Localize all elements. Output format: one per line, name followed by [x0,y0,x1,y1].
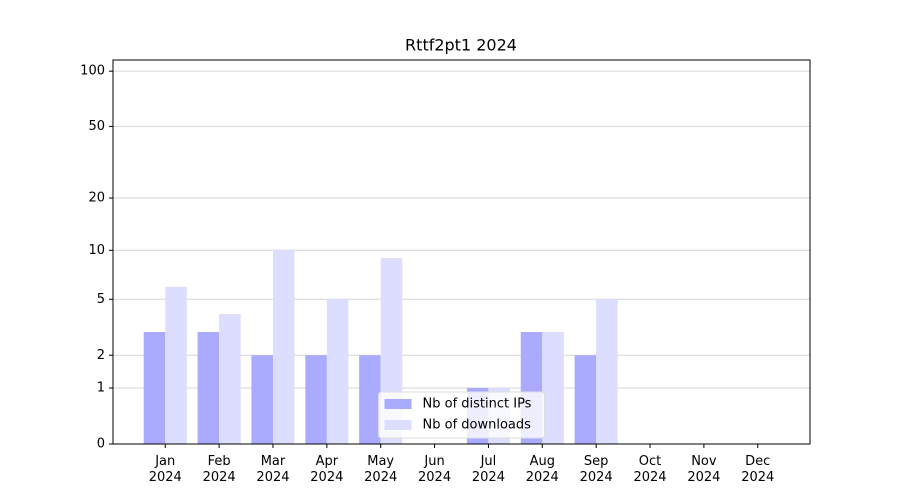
x-tick-label: Sep 2024 [580,454,613,485]
y-tick-label: 10 [88,243,105,258]
x-tick-label: Jun 2024 [418,454,451,485]
bar [143,332,166,444]
x-tick-label: Apr 2024 [310,454,343,485]
legend-swatch [384,399,412,409]
x-tick-label: May 2024 [364,454,397,485]
bar [197,332,220,444]
x-tick-label: Mar 2024 [256,454,289,485]
bar [165,286,187,444]
y-tick-label: 5 [97,292,105,307]
bar [596,299,618,444]
bar [251,355,273,444]
bar [305,355,327,444]
x-tick-label: Feb 2024 [203,454,236,485]
bar [326,299,349,444]
y-tick-label: 50 [88,119,105,134]
x-tick-label: Oct 2024 [633,454,666,485]
chart-title: Rttf2pt1 2024 [405,36,517,55]
bar [359,355,381,444]
legend-label: Nb of distinct IPs [423,397,532,412]
x-tick-label: Dec 2024 [741,454,774,485]
y-tick-label: 20 [88,191,105,206]
y-tick-label: 2 [97,348,105,363]
y-tick-label: 0 [97,437,105,452]
bar [574,355,597,444]
legend-swatch [384,420,412,430]
bar [542,332,564,444]
bar [219,313,241,444]
x-tick-label: Aug 2024 [526,454,559,485]
plot-frame [112,59,811,445]
y-tick-label: 100 [80,64,105,79]
x-tick-label: Jan 2024 [149,454,182,485]
bar [272,250,295,444]
legend-label: Nb of downloads [423,418,532,433]
x-tick-label: Jul 2024 [472,454,505,485]
y-tick-label: 1 [97,381,105,396]
x-tick-label: Nov 2024 [687,454,720,485]
legend-box [378,391,545,439]
